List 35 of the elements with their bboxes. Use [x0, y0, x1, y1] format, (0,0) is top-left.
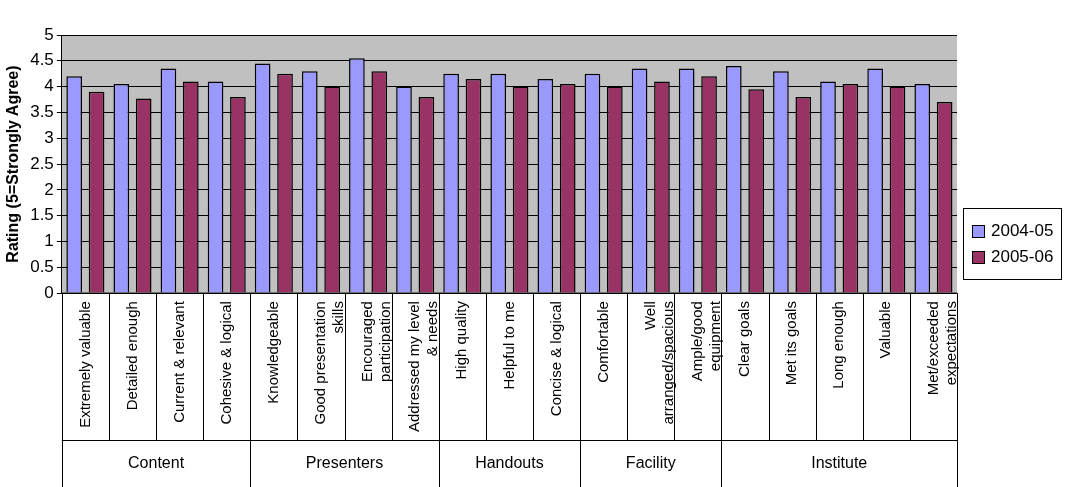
x-tick-label: Clear goals: [735, 301, 753, 377]
y-tick-label: 4: [44, 76, 54, 96]
text: Presenters: [305, 453, 384, 471]
legend-label: 2005-06: [991, 247, 1054, 268]
y-tick-label: 3: [44, 127, 54, 147]
y-tick-label: 1: [44, 231, 54, 251]
x-tick-label: Long enough: [829, 301, 847, 389]
x-tick-label: Knowledgeable: [263, 301, 281, 404]
x-tick-label: Well arranged/spacious: [640, 301, 676, 425]
x-tick-label: Valuable: [876, 301, 894, 359]
text: Handouts: [475, 453, 544, 471]
y-tick-label: 5: [44, 24, 54, 44]
y-tick-label: 0.5: [30, 256, 54, 276]
x-tick-label: Cohesive & logical: [216, 301, 234, 425]
x-tick-label: Current & relevant: [169, 300, 187, 423]
x-tick-label: High quality: [452, 300, 470, 380]
y-tick-label: 1.5: [30, 205, 54, 225]
text: Facility: [625, 453, 676, 471]
x-tick-label: Met its goals: [782, 301, 800, 386]
text: Institute: [811, 453, 868, 471]
y-tick-label: 0: [44, 282, 54, 302]
x-tick-label: Comfortable: [593, 301, 611, 383]
x-tick-label: Helpful to me: [499, 301, 517, 390]
x-tick-label: Good presentation skills: [311, 301, 347, 425]
x-tick-label: Concise & logical: [546, 301, 564, 417]
x-tick-label: Detailed enough: [122, 301, 140, 411]
legend-label: 2004-05: [991, 221, 1054, 242]
y-tick-label: 3.5: [30, 102, 54, 122]
y-axis-title: Rating (5=Strongly Agree): [4, 65, 22, 263]
text: Content: [128, 453, 185, 471]
x-tick-label: Extremely valuable: [75, 301, 93, 428]
y-tick-label: 2.5: [30, 153, 54, 173]
x-tick-label: Met/exceeded expectations: [923, 301, 959, 396]
y-tick-label: 4.5: [30, 50, 54, 70]
y-tick-label: 2: [44, 179, 54, 199]
